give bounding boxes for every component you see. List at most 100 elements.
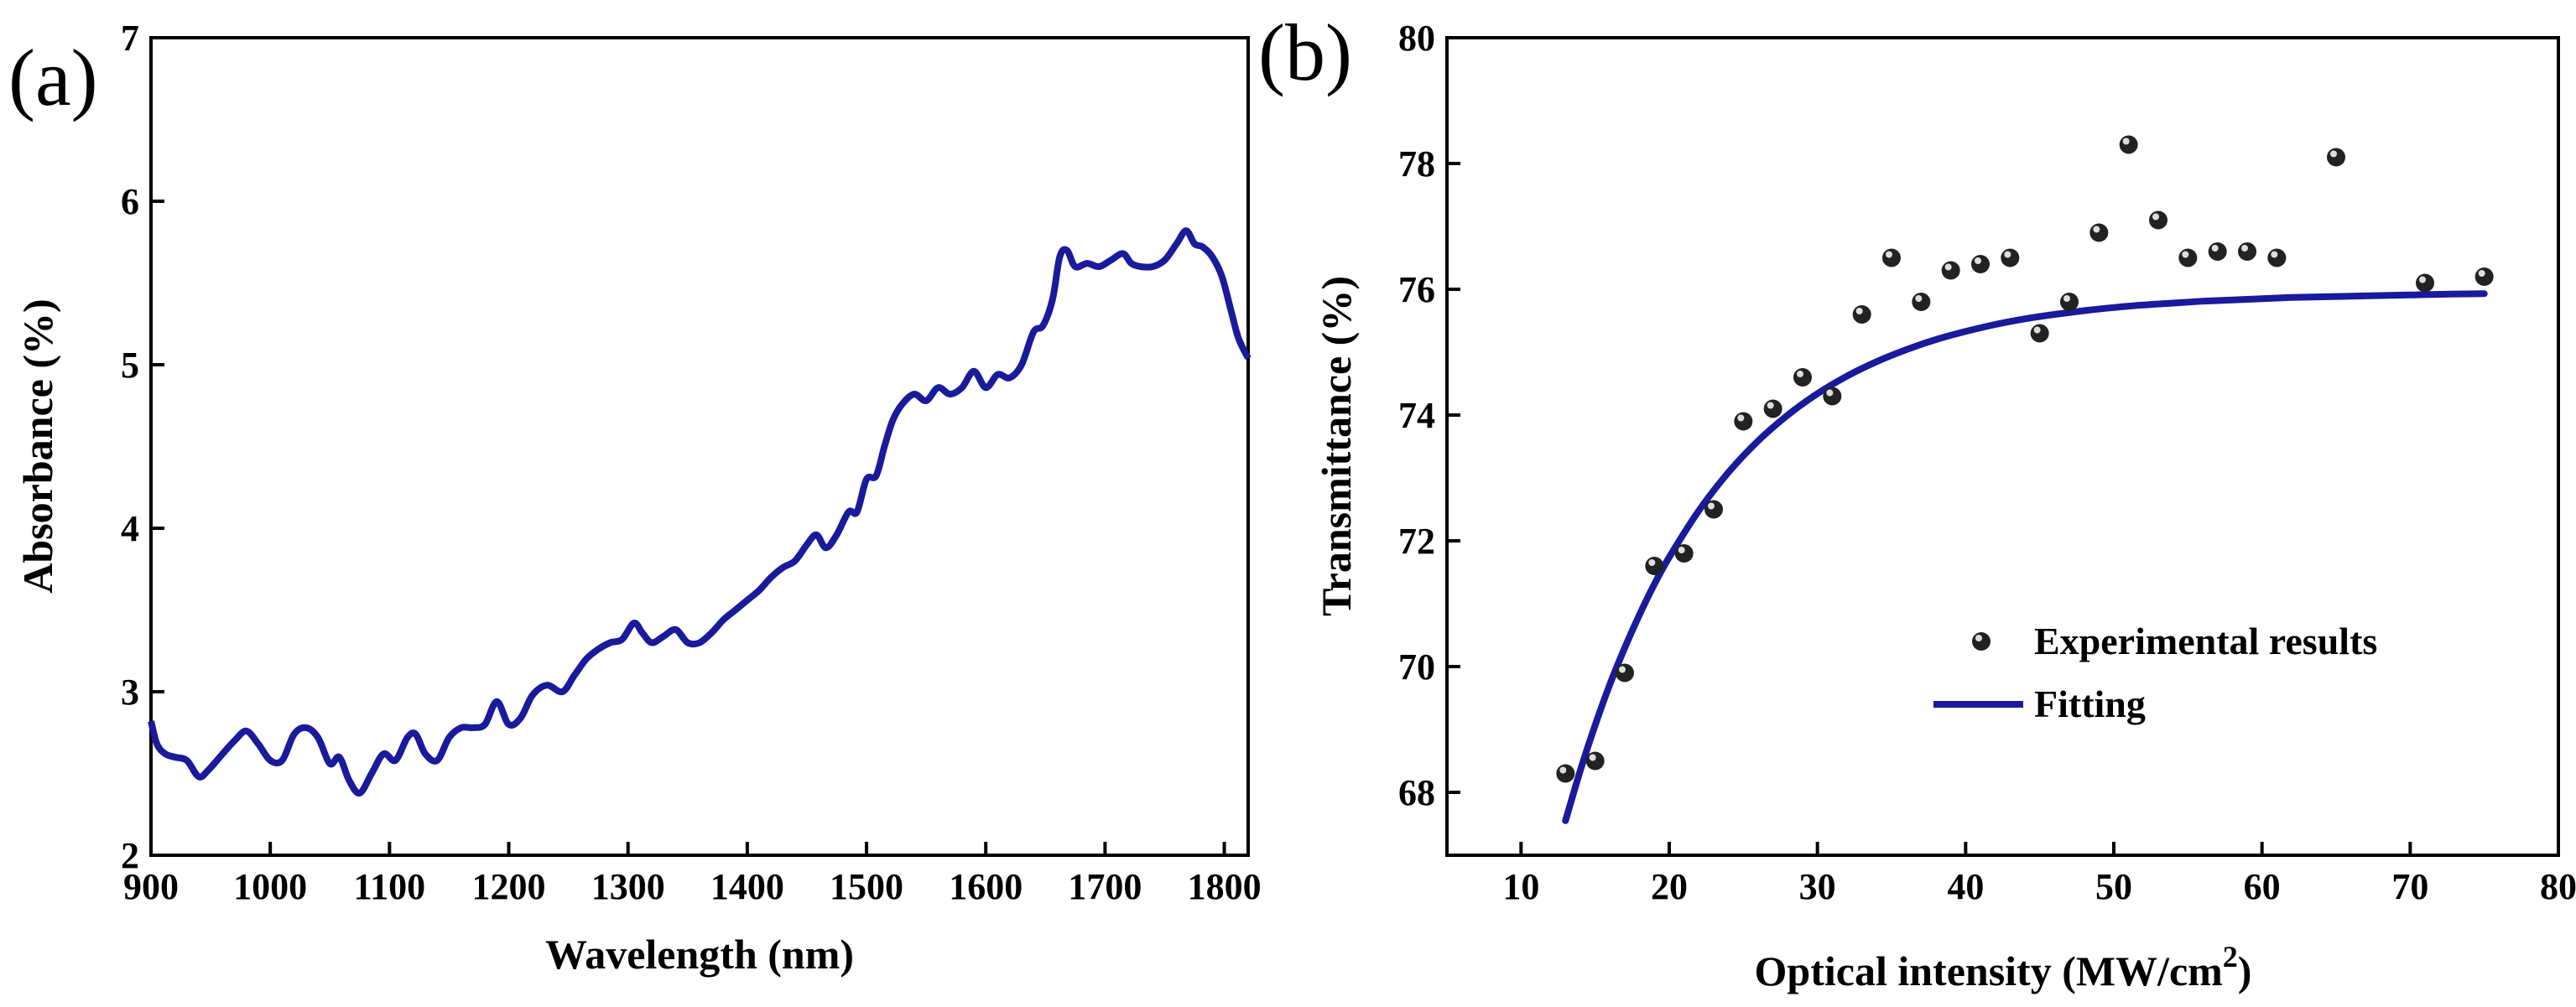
experimental-data-point [2119, 135, 2138, 154]
experimental-data-point-highlight [2122, 138, 2130, 145]
panel-a-x-tick-label: 900 [123, 866, 179, 907]
experimental-data-point [1793, 368, 1812, 387]
panel-b-y-tick-label: 68 [1398, 772, 1435, 813]
panel-b-x-axis-label-main: Optical intensity (MW/cm [1755, 947, 2223, 994]
panel-b-x-tick-label: 40 [1947, 866, 1984, 907]
panel-a-y-tick-label: 6 [121, 181, 139, 222]
panel-a-x-tick-label: 1100 [354, 866, 426, 907]
experimental-data-point [2327, 148, 2345, 167]
panel-a-plot-frame [149, 36, 1250, 857]
experimental-data-point [1823, 387, 1842, 406]
panel-a-x-tick-label: 1300 [591, 866, 665, 907]
experimental-data-point [2416, 273, 2434, 293]
experimental-data-point-highlight [2033, 326, 2041, 334]
experimental-data-point [1912, 293, 1931, 311]
experimental-data-point [1734, 412, 1753, 431]
experimental-data-point [1556, 764, 1575, 783]
experimental-data-point-highlight [1944, 263, 1952, 271]
panel-b-x-tick-label: 80 [2540, 866, 2576, 907]
experimental-data-point-highlight [2330, 150, 2337, 158]
experimental-data-point-highlight [2271, 251, 2278, 258]
experimental-data-point-highlight [2182, 251, 2189, 258]
panel-b-x-axis-label-suffix: ) [2238, 947, 2252, 994]
experimental-data-point-highlight [1559, 766, 1567, 774]
experimental-data-point-highlight [1826, 389, 1834, 397]
experimental-data-point [2149, 210, 2167, 230]
panel-a-x-tick-label: 1400 [710, 866, 784, 907]
experimental-data-point [1941, 261, 1960, 280]
panel-a-x-tick-label: 1000 [233, 866, 307, 907]
experimental-data-point-highlight [1797, 371, 1803, 377]
panel-a-y-tick-label: 7 [121, 18, 139, 59]
experimental-data-point [2001, 248, 2020, 267]
panel-b-transmittance-chart: (b) 10 20 30 40 50 60 70 80 68 70 72 74 76 78 80 Expe… [1258, 8, 2576, 994]
panel-b-legend: Experimental results Fitting [1933, 620, 2377, 725]
panel-a-series [148, 227, 1252, 797]
panel-a-y-tick-label: 4 [121, 508, 139, 549]
panel-a-x-axis-label: Wavelength (nm) [545, 931, 854, 978]
experimental-data-point [2178, 248, 2198, 267]
experimental-data-point-highlight [1619, 666, 1626, 673]
panel-a-x-tick-label: 1500 [830, 866, 903, 907]
panel-b-x-tick-label: 20 [1651, 866, 1688, 907]
panel-a-x-tick-label: 1700 [1068, 866, 1142, 907]
legend-marker-experimental [1972, 632, 1991, 651]
panel-a-x-tick-label: 1600 [949, 866, 1023, 907]
experimental-data-point-highlight [2004, 251, 2011, 258]
experimental-data-point-highlight [2211, 245, 2219, 252]
experimental-data-point-highlight [1678, 547, 1685, 553]
experimental-data-point [1971, 255, 1990, 273]
panel-b-series [1556, 135, 2494, 824]
panel-a-x-tick-label: 1200 [472, 866, 546, 907]
panel-a-y-tick-label: 3 [121, 672, 139, 713]
experimental-data-point [2267, 248, 2287, 267]
panel-b-y-tick-label: 78 [1398, 143, 1435, 184]
panel-a-x-tick-label: 1800 [1188, 866, 1262, 907]
legend-label-experimental: Experimental results [2034, 620, 2377, 662]
experimental-data-point [1704, 500, 1723, 519]
panel-b-x-axis-label: Optical intensity (MW/cm2) [1755, 940, 2252, 994]
panel-b-x-tick-label: 60 [2244, 866, 2281, 907]
experimental-data-point [2238, 242, 2256, 261]
panel-b-y-ticks: 68 70 72 74 76 78 80 [1398, 18, 1460, 813]
panel-a-y-tick-label: 2 [121, 835, 139, 876]
experimental-data-point [1674, 544, 1694, 563]
fitting-line [1562, 290, 2488, 824]
panel-b-y-tick-label: 76 [1398, 269, 1435, 310]
panel-b-y-axis-label: Transmittance (%) [1313, 276, 1360, 616]
experimental-data-point [1585, 751, 1605, 771]
experimental-data-point-highlight [1767, 402, 1774, 409]
experimental-data-point [1852, 305, 1871, 324]
experimental-data-point-highlight [1589, 754, 1596, 761]
experimental-data-point-highlight [2152, 213, 2159, 221]
panel-b-y-tick-label: 80 [1398, 18, 1435, 59]
experimental-data-point [2030, 324, 2049, 343]
experimental-data-point-highlight [2063, 295, 2070, 302]
experimental-data-point-highlight [2093, 226, 2100, 233]
panel-a-label: (a) [8, 33, 98, 122]
experimental-data-point [2475, 267, 2494, 286]
panel-a-x-ticks: 900 1000 1100 1200 1300 1400 1500 1600 1700 1800 [123, 842, 1262, 907]
experimental-data-point-highlight [1708, 502, 1715, 510]
experimental-data-point-highlight [1737, 414, 1745, 422]
absorbance-line [148, 227, 1252, 797]
panel-b-x-tick-label: 70 [2391, 866, 2428, 907]
panel-b-x-tick-label: 30 [1799, 866, 1836, 907]
panel-b-y-tick-label: 70 [1398, 646, 1435, 688]
panel-a-y-axis-label: Absorbance (%) [14, 298, 61, 593]
panel-b-y-tick-label: 74 [1398, 395, 1435, 436]
experimental-data-point-highlight [1975, 257, 1981, 264]
experimental-data-point-highlight [1915, 295, 1923, 302]
experimental-data-point [1645, 557, 1664, 575]
experimental-data-point-highlight [1648, 559, 1656, 566]
panel-b-x-tick-label: 50 [2095, 866, 2132, 907]
panel-a-y-tick-label: 5 [121, 345, 139, 386]
experimental-data-point-highlight [1886, 251, 1892, 258]
panel-b-x-axis-label-superscript: 2 [2223, 940, 2238, 973]
experimental-data-point-highlight [2419, 276, 2426, 283]
legend-marker-highlight [1975, 635, 1982, 641]
panel-b-label: (b) [1258, 8, 1352, 97]
panel-b-x-ticks: 10 20 30 40 50 60 70 80 [1502, 842, 2576, 907]
panel-a-y-ticks: 2 3 4 5 6 7 [121, 18, 164, 876]
